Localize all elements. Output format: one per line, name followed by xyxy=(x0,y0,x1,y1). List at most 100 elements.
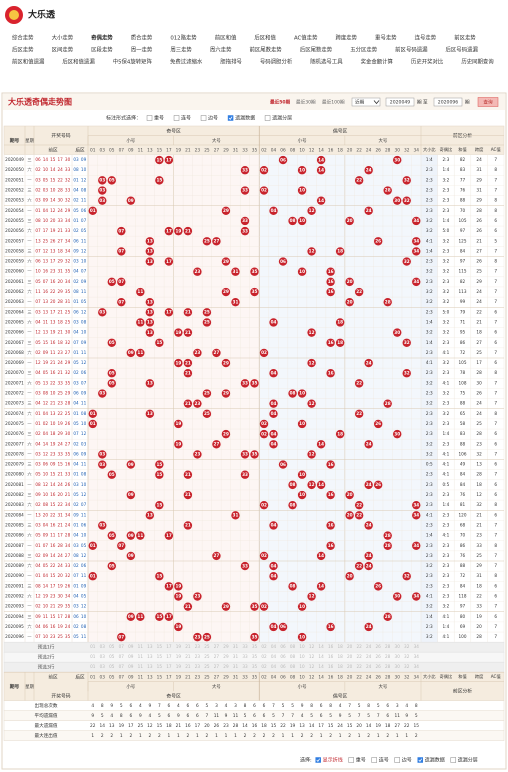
nav-link[interactable]: 周六走势 xyxy=(210,46,232,54)
range-from-input[interactable] xyxy=(385,97,415,107)
preselect-number[interactable]: 11 xyxy=(138,644,144,649)
preselect-number[interactable]: 02 xyxy=(261,644,267,649)
period-select[interactable] xyxy=(351,97,381,107)
preselect-number[interactable]: 13 xyxy=(147,644,153,649)
preselect-number[interactable]: 35 xyxy=(252,644,258,649)
nav-link[interactable]: 随机选号工具 xyxy=(310,58,343,66)
preselect-number[interactable]: 22 xyxy=(356,654,362,659)
preselect-number[interactable]: 34 xyxy=(414,664,420,669)
preselect-number[interactable]: 01 xyxy=(90,654,96,659)
preselect-number[interactable]: 06 xyxy=(280,654,286,659)
preselect-number[interactable]: 22 xyxy=(356,644,362,649)
preselect-number[interactable]: 15 xyxy=(157,664,163,669)
query-label[interactable]: 查询 xyxy=(483,99,493,106)
nav-link[interactable]: 质合走势 xyxy=(131,34,153,42)
preselect-number[interactable]: 23 xyxy=(195,664,201,669)
preselect-number[interactable]: 17 xyxy=(166,654,172,659)
preselect-number[interactable]: 32 xyxy=(404,654,410,659)
preselect-number[interactable]: 01 xyxy=(90,644,96,649)
preselect-number[interactable]: 16 xyxy=(328,664,334,669)
preselect-number[interactable]: 19 xyxy=(176,644,182,649)
preselect-number[interactable]: 21 xyxy=(185,644,191,649)
nav-link[interactable]: 后区尾数走势 xyxy=(300,46,333,54)
preselect-number[interactable]: 13 xyxy=(147,664,153,669)
query-button[interactable] xyxy=(477,97,499,107)
footer-option[interactable]: 遗漏分层 xyxy=(458,757,478,764)
preselect-number[interactable]: 30 xyxy=(395,644,401,649)
toolbar-option[interactable]: 连号 xyxy=(181,115,191,122)
preselect-number[interactable]: 32 xyxy=(404,664,410,669)
period-link[interactable]: 最近30期 xyxy=(296,99,316,106)
nav-link[interactable]: 跨度走势 xyxy=(335,34,357,42)
toolbar-option[interactable]: 重号 xyxy=(154,115,164,122)
preselect-number[interactable]: 08 xyxy=(290,654,296,659)
preselect-number[interactable]: 21 xyxy=(185,664,191,669)
preselect-number[interactable]: 03 xyxy=(100,644,106,649)
preselect-number[interactable]: 05 xyxy=(109,664,115,669)
checkbox[interactable] xyxy=(200,115,207,121)
preselect-number[interactable]: 34 xyxy=(414,644,420,649)
preselect-number[interactable]: 25 xyxy=(204,644,210,649)
nav-link[interactable]: 历史开奖对比 xyxy=(411,58,444,66)
range-to-input[interactable] xyxy=(433,97,463,107)
preselect-number[interactable]: 15 xyxy=(157,654,163,659)
preselect-number[interactable]: 06 xyxy=(280,644,286,649)
checkbox[interactable] xyxy=(417,757,423,763)
preselect-number[interactable]: 17 xyxy=(166,664,172,669)
preselect-number[interactable]: 27 xyxy=(214,654,220,659)
checkbox[interactable] xyxy=(264,115,271,121)
preselect-number[interactable]: 06 xyxy=(280,664,286,669)
footer-option[interactable]: 遗漏数据 xyxy=(425,757,445,764)
preselect-number[interactable]: 23 xyxy=(195,654,201,659)
preselect-number[interactable]: 18 xyxy=(337,664,343,669)
preselect-number[interactable]: 18 xyxy=(337,644,343,649)
preselect-number[interactable]: 03 xyxy=(100,654,106,659)
preselect-number[interactable]: 27 xyxy=(214,664,220,669)
nav-link[interactable]: 后区号码遗漏 xyxy=(446,46,479,54)
preselect-number[interactable]: 31 xyxy=(233,644,239,649)
preselect-number[interactable]: 35 xyxy=(252,654,258,659)
preselect-number[interactable]: 24 xyxy=(366,654,372,659)
footer-option[interactable]: 重号 xyxy=(356,757,366,764)
preselect-number[interactable]: 10 xyxy=(299,664,305,669)
preselect-number[interactable]: 26 xyxy=(376,654,382,659)
preselect-number[interactable]: 08 xyxy=(290,664,296,669)
checkbox[interactable] xyxy=(348,757,354,763)
preselect-number[interactable]: 30 xyxy=(395,664,401,669)
preselect-number[interactable]: 14 xyxy=(318,654,324,659)
preselect-number[interactable]: 05 xyxy=(109,644,115,649)
nav-link[interactable]: 奖金金额计算 xyxy=(361,58,394,66)
preselect-number[interactable]: 18 xyxy=(337,654,343,659)
preselect-number[interactable]: 17 xyxy=(166,644,172,649)
toolbar-option[interactable]: 边号 xyxy=(208,115,218,122)
footer-option[interactable]: 边号 xyxy=(402,757,412,764)
preselect-number[interactable]: 07 xyxy=(119,644,125,649)
nav-link[interactable]: 中5保4旋转矩阵 xyxy=(113,58,153,66)
preselect-number[interactable]: 25 xyxy=(204,664,210,669)
checkbox[interactable] xyxy=(173,115,180,121)
preselect-number[interactable]: 20 xyxy=(347,664,353,669)
nav-link[interactable]: 前区和值遗漏 xyxy=(12,58,45,66)
preselect-number[interactable]: 33 xyxy=(242,644,248,649)
nav-link[interactable]: 区段走势 xyxy=(91,46,113,54)
preselect-number[interactable]: 31 xyxy=(233,654,239,659)
nav-link[interactable]: 周三走势 xyxy=(170,46,192,54)
preselect-number[interactable]: 20 xyxy=(347,654,353,659)
preselect-number[interactable]: 08 xyxy=(290,644,296,649)
nav-link[interactable]: 后区和值 xyxy=(254,34,276,42)
nav-link[interactable]: 周一走势 xyxy=(131,46,153,54)
preselect-number[interactable]: 13 xyxy=(147,654,153,659)
preselect-number[interactable]: 03 xyxy=(100,664,106,669)
preselect-number[interactable]: 02 xyxy=(261,664,267,669)
nav-link[interactable]: 连号走势 xyxy=(415,34,437,42)
preselect-number[interactable]: 34 xyxy=(414,654,420,659)
preselect-number[interactable]: 11 xyxy=(138,664,144,669)
preselect-number[interactable]: 09 xyxy=(128,644,134,649)
preselect-number[interactable]: 11 xyxy=(138,654,144,659)
preselect-number[interactable]: 19 xyxy=(176,654,182,659)
checkbox[interactable] xyxy=(146,115,153,121)
preselect-number[interactable]: 19 xyxy=(176,664,182,669)
toolbar-option[interactable]: 遗漏分层 xyxy=(272,115,292,122)
preselect-number[interactable]: 14 xyxy=(318,644,324,649)
preselect-number[interactable]: 14 xyxy=(318,664,324,669)
